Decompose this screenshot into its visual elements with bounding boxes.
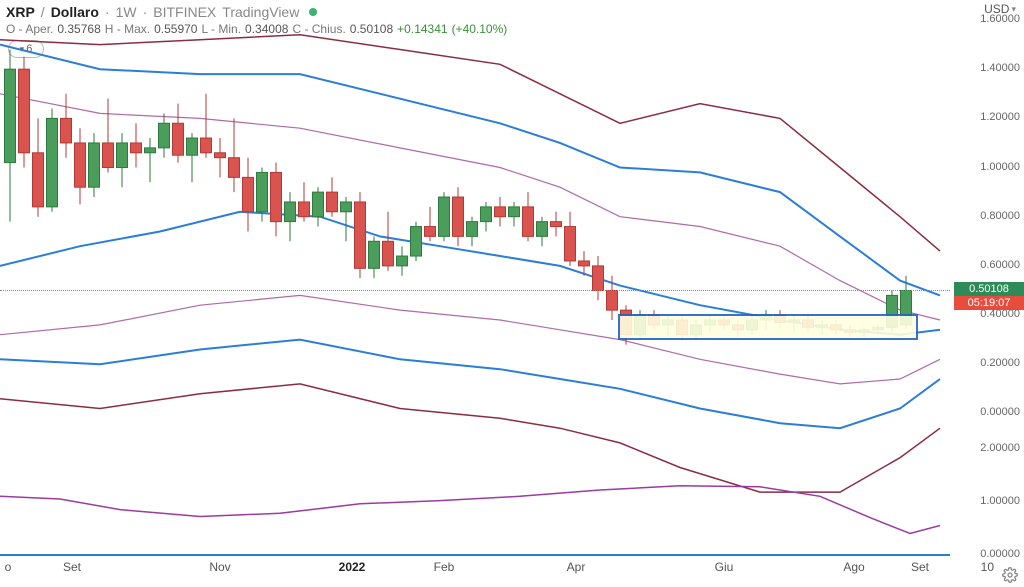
- indicator-chart[interactable]: [0, 438, 950, 560]
- candle-body: [131, 143, 142, 153]
- candle-body: [257, 172, 268, 211]
- last-price-tag: 0.50108: [954, 282, 1024, 296]
- candle-body: [103, 143, 114, 168]
- time-axis-label: Giu: [715, 560, 734, 574]
- brand: TradingView: [222, 4, 299, 20]
- candle-body: [19, 69, 30, 153]
- indicator-axis-label: 1.00000: [956, 495, 1020, 507]
- chart-header: XRP / Dollaro · 1W · BITFINEX TradingVie…: [6, 2, 317, 22]
- candle-body: [579, 261, 590, 266]
- candle-body: [47, 118, 58, 207]
- right-scale-label: 10: [981, 560, 994, 574]
- price-axis-label: 0.00000: [956, 406, 1020, 418]
- indicator-purple-line: [0, 486, 940, 534]
- price-axis-label: 1.60000: [956, 13, 1020, 25]
- candle-body: [117, 143, 128, 168]
- bb_mid_purple_lower: [0, 295, 940, 384]
- candle-body: [565, 227, 576, 261]
- time-axis-label: o: [5, 560, 12, 574]
- candle-body: [33, 153, 44, 207]
- candle-body: [173, 123, 184, 155]
- price-axis-label: 0.40000: [956, 308, 1020, 320]
- candle-body: [201, 138, 212, 153]
- indicator-axis-label: 0.00000: [956, 548, 1020, 560]
- candle-body: [327, 192, 338, 212]
- price-axis-label: 0.60000: [956, 259, 1020, 271]
- candle-body: [271, 172, 282, 221]
- price-axis-label: 1.20000: [956, 111, 1020, 123]
- candle-body: [145, 148, 156, 153]
- symbol-right[interactable]: Dollaro: [51, 4, 99, 20]
- candle-body: [243, 177, 254, 211]
- indicator-baseline: [0, 554, 950, 556]
- price-axis-label: 0.80000: [956, 210, 1020, 222]
- candle-body: [593, 266, 604, 291]
- candle-body: [89, 143, 100, 187]
- candle-body: [75, 143, 86, 187]
- candle-body: [495, 207, 506, 217]
- candle-body: [299, 202, 310, 217]
- candle-body: [551, 222, 562, 227]
- time-axis-label: Feb: [434, 560, 455, 574]
- symbol-left[interactable]: XRP: [6, 4, 35, 20]
- time-axis-label: 2022: [339, 560, 366, 574]
- candle-body: [411, 227, 422, 257]
- candle-body: [187, 138, 198, 155]
- indicator-axis-label: 2.00000: [956, 442, 1020, 454]
- candle-body: [509, 207, 520, 217]
- candle-body: [523, 207, 534, 237]
- time-axis-label: Nov: [209, 560, 230, 574]
- candle-body: [5, 69, 16, 162]
- gear-icon[interactable]: [1002, 567, 1018, 583]
- candle-body: [61, 118, 72, 143]
- price-axis-label: 1.40000: [956, 62, 1020, 74]
- candle-body: [229, 158, 240, 178]
- candle-body: [439, 197, 450, 236]
- time-axis-label: Set: [911, 560, 929, 574]
- candle-body: [425, 227, 436, 237]
- candle-body: [341, 202, 352, 212]
- candle-body: [537, 222, 548, 237]
- candle-body: [467, 222, 478, 237]
- time-axis-label: Apr: [567, 560, 586, 574]
- candle-body: [159, 123, 170, 148]
- price-axis-label: 1.00000: [956, 161, 1020, 173]
- last-price-line: [0, 290, 950, 291]
- time-axis-label: Ago: [843, 560, 864, 574]
- candle-body: [355, 202, 366, 268]
- candle-body: [369, 241, 380, 268]
- price-axis-label: 0.20000: [956, 357, 1020, 369]
- time-axis: o Set Nov 2022 Feb Apr Giu Ago Set: [0, 560, 950, 580]
- timeframe[interactable]: 1W: [116, 4, 137, 20]
- candle-body: [481, 207, 492, 222]
- status-dot: [309, 8, 317, 16]
- time-axis-label: Set: [63, 560, 81, 574]
- candle-body: [397, 256, 408, 266]
- candle-body: [383, 241, 394, 266]
- price-chart[interactable]: [0, 20, 950, 438]
- candle-body: [285, 202, 296, 222]
- candle-body: [453, 197, 464, 236]
- candle-body: [607, 290, 618, 310]
- consolidation-range-box: [618, 314, 918, 340]
- candle-body: [313, 192, 324, 217]
- exchange: BITFINEX: [153, 4, 216, 20]
- candle-body: [215, 153, 226, 158]
